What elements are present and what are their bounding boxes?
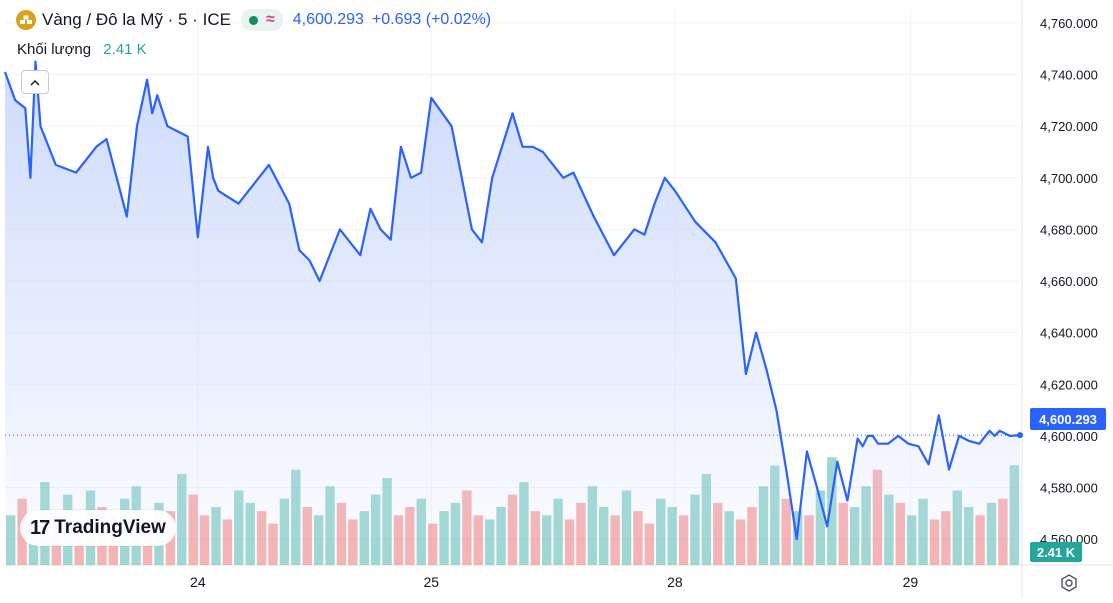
y-tick-label: 4,600.000: [1040, 429, 1098, 444]
price-area-fill: [5, 61, 1020, 565]
current-volume-tag: 2.41 K: [1030, 542, 1082, 562]
price-axis[interactable]: 4,760.000 4,740.000 4,720.000 4,700.000 4,68…: [1040, 16, 1098, 547]
volume-value: 2.41 K: [103, 41, 147, 58]
volume-legend: Khối lượng 2.41 K: [17, 41, 147, 58]
x-tick-label: 29: [903, 574, 919, 590]
current-price-tag: 4,600.293: [1030, 408, 1106, 430]
symbol-title[interactable]: Vàng / Đô la Mỹ · 5 · ICE: [42, 10, 231, 29]
price-change: +0.693 (+0.02%): [371, 11, 492, 28]
time-axis[interactable]: 24 25 28 29: [190, 574, 918, 590]
x-tick-label: 25: [424, 574, 440, 590]
price-line: [3, 60, 1023, 541]
y-tick-label: 4,720.000: [1040, 119, 1098, 134]
y-tick-label: 4,740.000: [1040, 68, 1098, 83]
x-tick-label: 24: [190, 574, 206, 590]
last-price-dot: [1017, 432, 1023, 439]
y-tick-label: 4,760.000: [1040, 16, 1098, 31]
collapse-legend-button[interactable]: [21, 70, 49, 94]
approx-icon: ≈: [265, 11, 275, 28]
symbol-legend: Vàng / Đô la Mỹ · 5 · ICE ≈ 4,600.293 +0…: [16, 9, 491, 31]
price-series-line: [3, 60, 1021, 541]
y-tick-label: 4,580.000: [1040, 481, 1098, 496]
market-status-pill[interactable]: ≈: [240, 9, 283, 31]
x-tick-label: 28: [667, 574, 683, 590]
last-price: 4,600.293: [292, 11, 364, 28]
y-tick-label: 4,640.000: [1040, 326, 1098, 341]
tradingview-wordmark: TradingView: [54, 517, 166, 538]
tradingview-mark-icon: 17: [30, 516, 50, 539]
y-tick-label: 4,660.000: [1040, 274, 1098, 289]
y-tick-label: 4,700.000: [1040, 171, 1098, 186]
gold-bars-icon: [16, 10, 36, 30]
volume-label: Khối lượng: [17, 41, 92, 58]
market-open-dot-icon: [248, 15, 258, 25]
tradingview-logo[interactable]: 17 TradingView: [20, 510, 176, 546]
settings-gear-icon[interactable]: [1060, 574, 1078, 597]
price-area: [5, 61, 1020, 565]
chevron-up-icon: [30, 79, 40, 85]
y-tick-label: 4,680.000: [1040, 222, 1098, 237]
y-tick-label: 4,620.000: [1040, 377, 1098, 392]
